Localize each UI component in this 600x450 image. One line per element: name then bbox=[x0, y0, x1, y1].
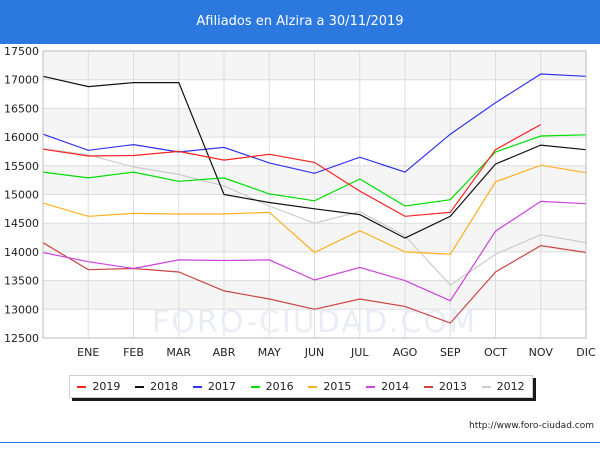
line-chart: 12500 13000 13500 14000 14500 15000 15500 16000… bbox=[4, 45, 596, 359]
legend-label: 2019 bbox=[92, 380, 121, 393]
x-tick-label: JUN bbox=[304, 346, 325, 359]
legend-label: 2015 bbox=[323, 380, 352, 393]
legend-item-2014: 2014 bbox=[366, 380, 409, 393]
y-tick-label: 13500 bbox=[4, 275, 39, 288]
legend-label: 2012 bbox=[496, 380, 525, 393]
header-bar: Afiliados en Alzira a 30/11/2019 bbox=[0, 0, 600, 44]
footer-divider bbox=[0, 442, 600, 443]
x-tick-label: SEP bbox=[440, 346, 461, 359]
legend-swatch bbox=[423, 385, 433, 388]
legend: 2019 2018 2017 2016 2015 2014 2013 2012 bbox=[69, 375, 533, 398]
y-tick-label: 14000 bbox=[4, 246, 39, 259]
x-tick-label: JUL bbox=[350, 346, 369, 359]
legend-label: 2013 bbox=[438, 380, 467, 393]
series-line-2014 bbox=[42, 200, 587, 302]
y-tick-label: 15500 bbox=[4, 160, 39, 173]
x-tick-label: ABR bbox=[213, 346, 236, 359]
legend-label: 2017 bbox=[207, 380, 236, 393]
legend-label: 2016 bbox=[265, 380, 294, 393]
x-tick-label: OCT bbox=[484, 346, 507, 359]
y-tick-label: 16000 bbox=[4, 131, 39, 144]
legend-swatch bbox=[366, 385, 376, 388]
legend-item-2013: 2013 bbox=[423, 380, 467, 393]
legend-swatch bbox=[135, 385, 145, 388]
watermark-text: FORO-CIUDAD.COM bbox=[152, 305, 477, 340]
y-tick-label: 12500 bbox=[4, 332, 39, 345]
x-tick-label: NOV bbox=[529, 346, 554, 359]
legend-swatch bbox=[77, 385, 87, 388]
series-line-2017 bbox=[42, 73, 587, 174]
legend-item-2012: 2012 bbox=[481, 380, 525, 393]
y-tick-label: 16500 bbox=[4, 102, 39, 115]
series-line-2015 bbox=[42, 164, 587, 255]
legend-swatch bbox=[192, 385, 202, 388]
legend-label: 2014 bbox=[381, 380, 410, 393]
legend-label: 2018 bbox=[150, 380, 179, 393]
footer-url[interactable]: http://www.foro-ciudad.com bbox=[469, 421, 594, 431]
legend-item-2016: 2016 bbox=[250, 380, 294, 393]
chart-title: Afiliados en Alzira a 30/11/2019 bbox=[196, 14, 404, 29]
legend-swatch bbox=[481, 385, 491, 388]
series-line-2016 bbox=[42, 134, 587, 207]
legend-item-2015: 2015 bbox=[308, 380, 351, 393]
legend-swatch bbox=[250, 385, 260, 388]
legend-swatch bbox=[308, 385, 318, 388]
legend-item-2019: 2019 bbox=[77, 380, 120, 393]
y-tick-label: 15000 bbox=[4, 189, 39, 202]
x-tick-label: FEB bbox=[123, 346, 144, 359]
x-tick-label: MAR bbox=[166, 346, 191, 359]
legend-item-2017: 2017 bbox=[192, 380, 236, 393]
series-line-2018 bbox=[42, 75, 587, 239]
series-line-2012 bbox=[42, 148, 587, 286]
y-tick-label: 13000 bbox=[4, 303, 39, 316]
x-tick-label: MAY bbox=[258, 346, 281, 359]
series-line-2019 bbox=[42, 123, 542, 217]
plot-frame bbox=[42, 50, 587, 339]
y-tick-label: 14500 bbox=[4, 217, 39, 230]
legend-item-2018: 2018 bbox=[135, 380, 178, 393]
x-tick-label: AGO bbox=[393, 346, 418, 359]
x-tick-label: ENE bbox=[77, 346, 99, 359]
y-tick-label: 17000 bbox=[4, 74, 39, 87]
x-tick-label: DIC bbox=[576, 346, 596, 359]
y-tick-label: 17500 bbox=[4, 45, 39, 58]
